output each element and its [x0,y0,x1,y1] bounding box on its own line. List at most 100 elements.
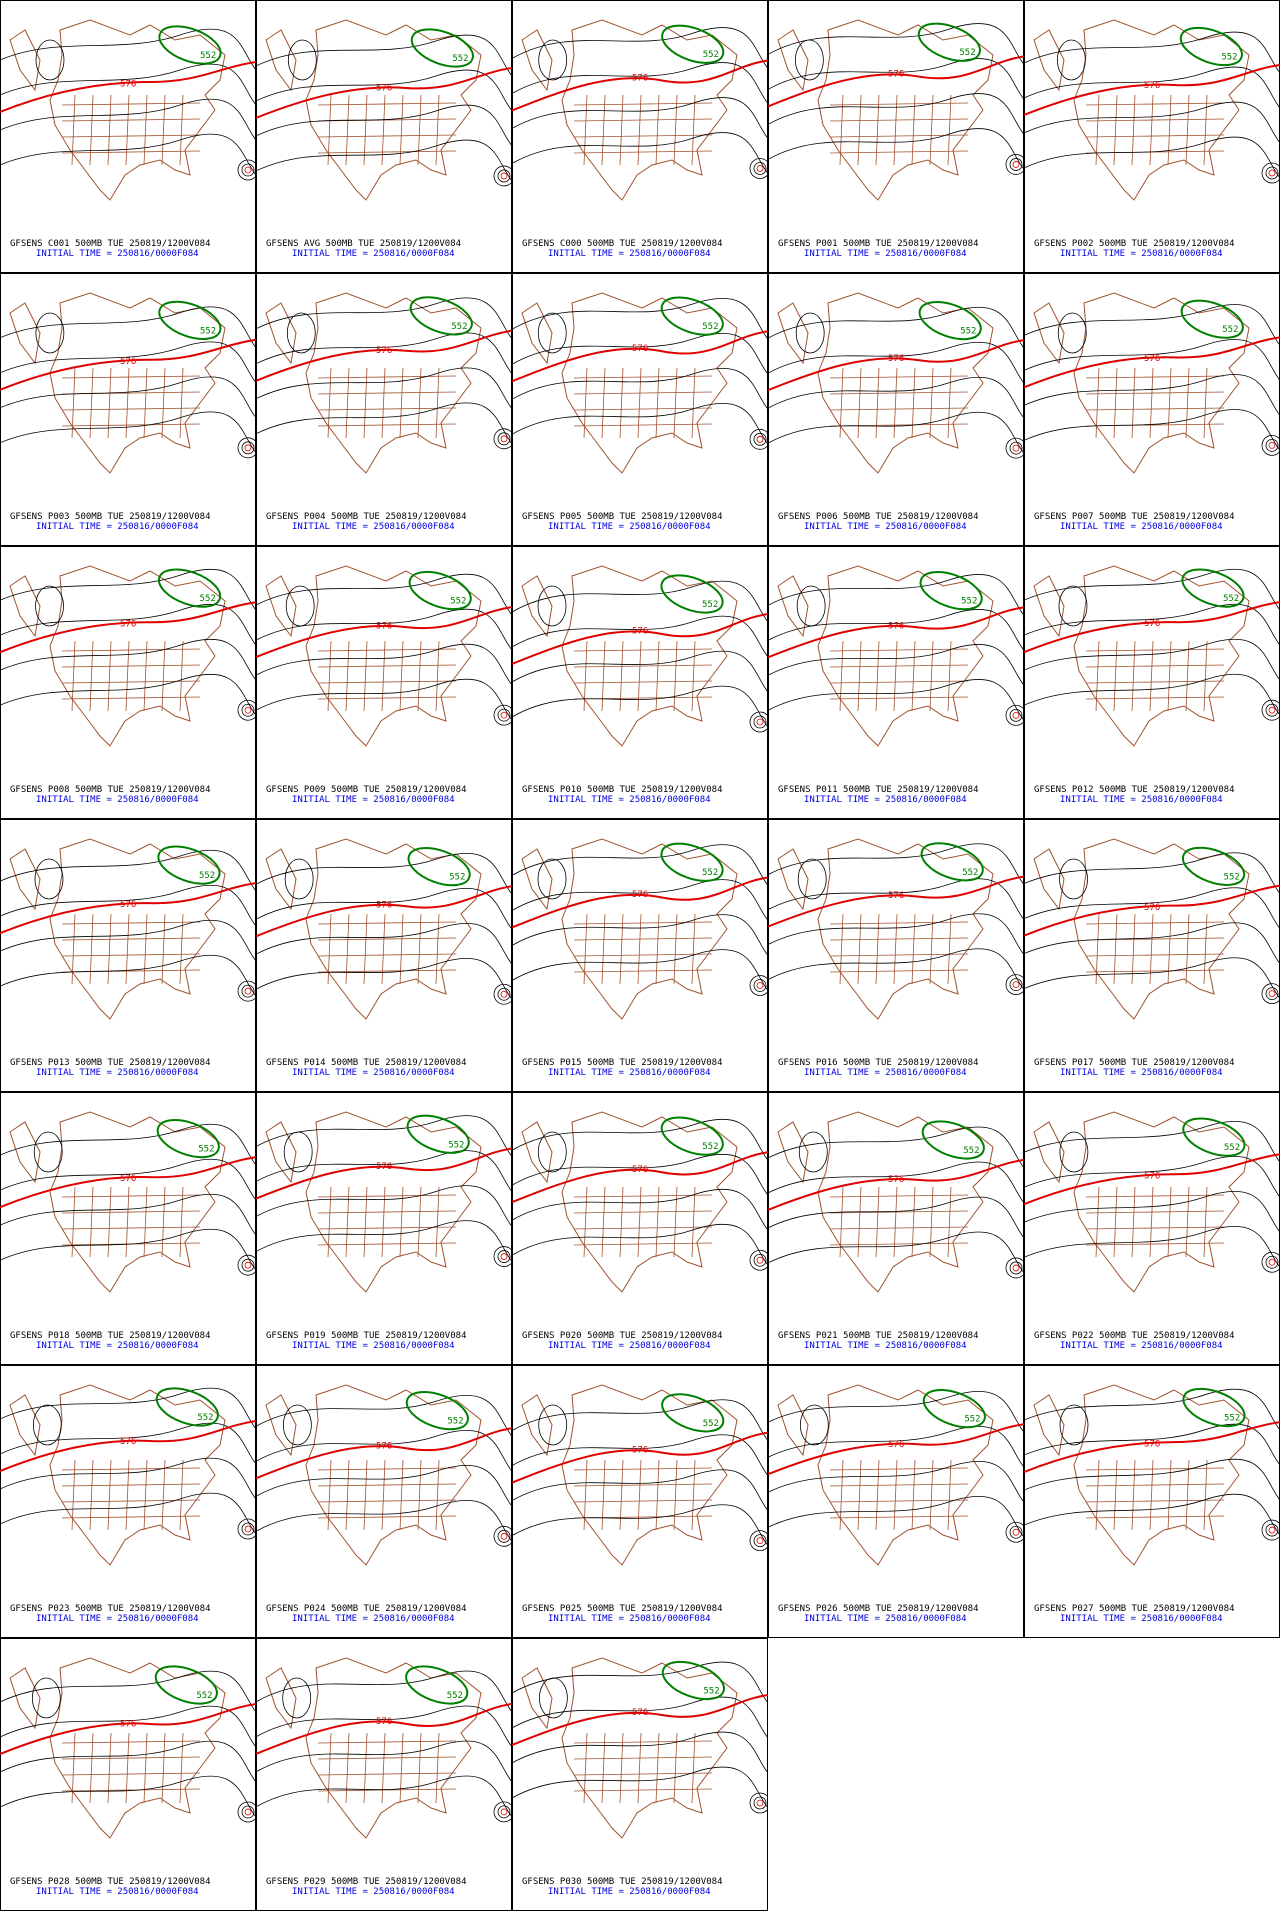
contour-552 [1181,568,1245,608]
state-line [583,1459,588,1531]
tropical-low [1265,438,1279,452]
state-line [61,118,201,122]
tropical-low [500,1532,508,1540]
state-line [143,1732,148,1804]
state-line [417,94,422,166]
tropical-low [1261,434,1280,456]
state-line [619,913,624,985]
state-line [363,1732,368,1804]
panel-title: GFSENS P030 500MB TUE 250819/1200V084 [522,1877,722,1887]
map-panel: 576 552 GFSENS P017 500MB TUE 250819/1200V… [1024,819,1280,1092]
height-contour [0,639,256,681]
contour-576 [512,330,768,383]
height-contour [256,1115,512,1157]
state-line [61,1788,201,1792]
tropical-low [749,711,768,733]
state-line [573,391,713,395]
state-line [1095,1459,1100,1531]
coastline [305,1111,482,1293]
state-line [929,367,934,439]
contour-label: 576 [1144,354,1160,364]
state-line [125,1732,130,1804]
height-contour [287,39,317,81]
state-line [61,1467,201,1471]
state-line [61,1483,201,1487]
state-line [317,969,457,973]
coastline [561,1384,738,1566]
contour-label: 576 [632,1446,648,1456]
state-line [637,94,642,166]
coastline [1033,1394,1065,1457]
state-line [601,94,606,166]
panel-border [1024,0,1280,273]
state-line [1085,375,1225,379]
state-line [1113,1459,1118,1531]
state-line [655,640,660,712]
coastline [561,1111,738,1293]
state-line [345,1459,350,1531]
height-contour [256,402,512,445]
state-line [1095,913,1100,985]
coastline [9,29,41,92]
coastline [1033,302,1065,365]
state-line [829,953,969,957]
state-line [317,134,457,138]
tropical-low [237,437,256,459]
state-line [1085,1499,1225,1503]
tropical-low [1012,1264,1020,1272]
panel-title: GFSENS P012 500MB TUE 250819/1200V084 [1034,785,1234,795]
tropical-low [749,1792,768,1814]
state-line [893,1186,898,1258]
height-contour [0,411,256,454]
state-line [143,1186,148,1258]
contour-576 [256,606,512,659]
panel-title: GFSENS P008 500MB TUE 250819/1200V084 [10,785,210,795]
tropical-low [749,428,768,450]
state-line [71,94,76,166]
state-line [317,1483,457,1487]
state-line [947,640,952,712]
panel-title: GFSENS AVG 500MB TUE 250819/1200V084 [266,239,461,249]
height-contour [283,1131,313,1173]
contour-label: 552 [964,1415,980,1425]
height-contour [512,844,768,886]
state-line [317,921,457,925]
tropical-low [756,1537,764,1545]
contour-label: 552 [1221,52,1237,62]
height-contour [512,27,768,69]
state-line [161,1732,166,1804]
contour-576 [1024,336,1280,389]
state-line [573,664,713,668]
contour-552 [157,845,221,885]
tropical-low [753,979,767,992]
height-contour [0,341,256,384]
tropical-low [1268,1258,1276,1266]
height-contour [0,133,256,176]
panel-init-time: INITIAL TIME = 250816/0000F084 [548,1887,711,1897]
height-contour [512,1434,768,1476]
state-line [1185,1459,1190,1531]
tropical-low [753,1796,767,1810]
height-contour [512,368,768,410]
state-line [583,913,588,985]
height-contour [768,128,1024,170]
state-line [61,648,201,652]
panel-title: GFSENS P025 500MB TUE 250819/1200V084 [522,1604,722,1614]
panel-title: GFSENS P005 500MB TUE 250819/1200V084 [522,512,722,522]
state-line [573,1740,713,1744]
coastline [817,19,994,201]
state-line [619,367,624,439]
contour-label: 576 [376,1441,392,1451]
tropical-low [241,1258,255,1272]
contour-576 [512,876,768,929]
state-line [911,1459,916,1531]
coastline [1033,29,1065,92]
state-line [435,1732,440,1804]
coastline [265,1394,297,1457]
contour-label: 576 [120,80,136,90]
tropical-low [1005,154,1024,175]
tropical-low [500,1808,508,1816]
state-line [61,407,201,411]
contour-552 [406,1114,470,1154]
state-line [1203,94,1208,166]
